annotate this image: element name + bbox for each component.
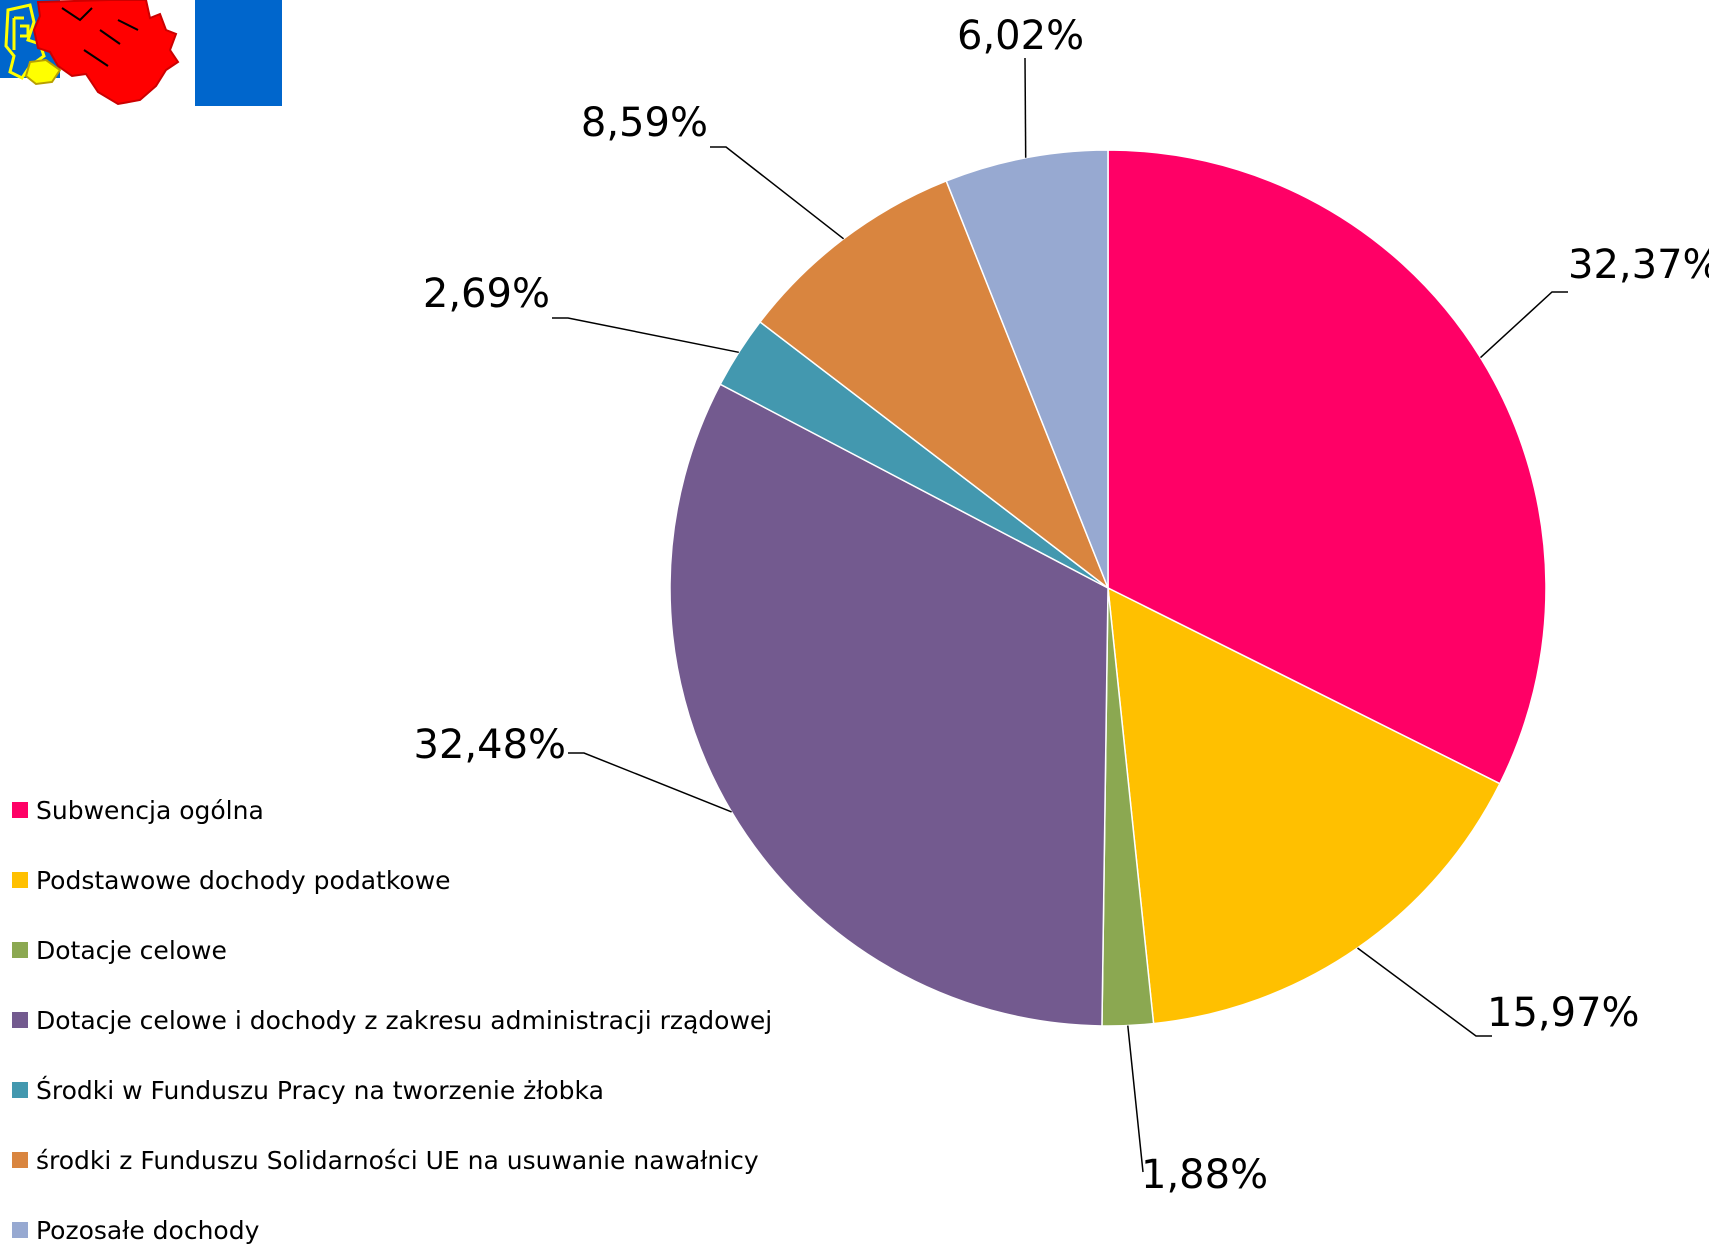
legend-item: Dotacje celowe — [12, 930, 227, 970]
legend-swatch — [12, 872, 28, 888]
data-label: 1,88% — [1141, 1152, 1268, 1198]
leader-line — [1358, 948, 1493, 1036]
legend-item: Pozosałe dochody — [12, 1210, 259, 1250]
legend-swatch — [12, 1222, 28, 1238]
data-label: 32,37% — [1568, 242, 1709, 288]
legend-label: Środki w Funduszu Pracy na tworzenie żło… — [36, 1076, 604, 1105]
leader-line — [1481, 292, 1569, 358]
legend-swatch — [12, 1012, 28, 1028]
data-label: 8,59% — [581, 100, 708, 146]
legend-swatch — [12, 802, 28, 818]
pie-slices — [670, 150, 1546, 1026]
legend-item: Podstawowe dochody podatkowe — [12, 860, 451, 900]
data-label: 2,69% — [423, 271, 550, 317]
leader-line — [1025, 58, 1026, 158]
legend-swatch — [12, 942, 28, 958]
leader-line — [1128, 1026, 1143, 1172]
legend-swatch — [12, 1082, 28, 1098]
logo-red-griffin-icon — [34, 0, 178, 104]
data-label: 6,02% — [957, 13, 1084, 59]
legend-label: środki z Funduszu Solidarności UE na usu… — [36, 1146, 759, 1175]
logo-blue-field-right — [195, 0, 282, 106]
legend-item: Dotacje celowe i dochody z zakresu admin… — [12, 1000, 772, 1040]
legend-item: środki z Funduszu Solidarności UE na usu… — [12, 1140, 759, 1180]
data-label: 15,97% — [1487, 990, 1640, 1036]
griffin-coat-of-arms-icon — [0, 0, 282, 106]
legend-label: Dotacje celowe i dochody z zakresu admin… — [36, 1006, 772, 1035]
legend-item: Środki w Funduszu Pracy na tworzenie żło… — [12, 1070, 604, 1110]
legend-label: Pozosałe dochody — [36, 1216, 259, 1245]
legend-swatch — [12, 1152, 28, 1168]
legend-label: Subwencja ogólna — [36, 796, 264, 825]
leader-line — [552, 318, 739, 352]
legend-label: Dotacje celowe — [36, 936, 227, 965]
leader-line — [710, 147, 844, 239]
legend-item: Subwencja ogólna — [12, 790, 264, 830]
legend-label: Podstawowe dochody podatkowe — [36, 866, 451, 895]
pie-chart: 32,37% 15,97% 1,88% 32,48% 2,69% 8,59% 6,02% S… — [0, 0, 1709, 1214]
data-label: 32,48% — [414, 722, 567, 768]
